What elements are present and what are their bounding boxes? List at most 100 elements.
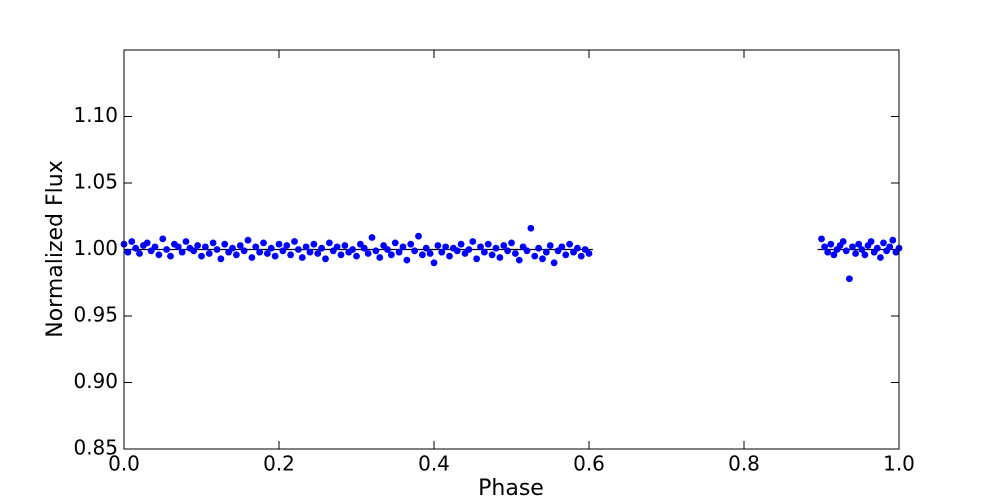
x-tick-label: 0.4: [418, 452, 450, 476]
x-axis-label: Phase: [478, 476, 544, 500]
data-point: [889, 236, 897, 244]
data-point: [821, 243, 828, 251]
data-point: [372, 247, 380, 255]
data-point: [858, 246, 866, 253]
data-point: [818, 235, 825, 243]
data-point: [182, 238, 190, 245]
data-point: [349, 246, 357, 253]
data-point: [477, 243, 484, 251]
data-point: [531, 252, 539, 260]
data-point: [430, 259, 438, 267]
data-point: [322, 255, 329, 263]
data-point: [411, 247, 419, 255]
data-point: [465, 246, 473, 253]
y-tick-label: 0.90: [73, 369, 118, 393]
data-point: [877, 254, 884, 261]
data-point: [508, 239, 515, 247]
x-tick-label: 1.0: [883, 452, 915, 476]
data-point: [566, 240, 574, 248]
data-point: [873, 244, 881, 252]
data-point: [128, 238, 136, 245]
data-point: [504, 247, 512, 255]
data-point: [217, 255, 225, 263]
data-point: [546, 242, 554, 249]
data-point: [469, 238, 477, 245]
data-point: [484, 240, 492, 248]
data-point: [364, 250, 372, 257]
data-point: [291, 238, 298, 245]
x-tick-label: 0.8: [728, 452, 760, 476]
data-point: [867, 238, 875, 245]
y-tick-label: 0.95: [73, 303, 118, 327]
data-point: [198, 252, 205, 260]
data-point: [283, 242, 291, 249]
data-point: [839, 238, 847, 245]
data-point: [221, 240, 229, 248]
data-point: [132, 244, 140, 252]
data-point: [287, 251, 295, 259]
data-point: [577, 252, 585, 260]
data-point: [240, 247, 248, 255]
data-point: [500, 242, 508, 249]
data-point: [391, 239, 399, 247]
data-point: [830, 251, 838, 259]
data-point: [163, 246, 171, 253]
data-point: [573, 244, 581, 252]
data-point: [232, 251, 240, 259]
data-point: [360, 244, 368, 252]
data-point: [178, 248, 186, 256]
y-tick-label: 1.05: [73, 170, 118, 194]
x-tick-label: 0.2: [263, 452, 295, 476]
data-point: [585, 250, 593, 257]
data-point: [248, 254, 256, 261]
data-point: [542, 248, 550, 256]
data-point: [190, 247, 198, 255]
data-point: [151, 243, 159, 251]
data-point: [267, 244, 275, 252]
data-point: [426, 250, 434, 257]
data-point: [535, 244, 543, 252]
data-point: [341, 242, 349, 249]
data-point: [136, 250, 143, 257]
data-point: [399, 243, 407, 251]
data-point: [213, 246, 221, 253]
data-point: [314, 250, 322, 257]
data-point: [846, 275, 853, 283]
data-point: [523, 247, 531, 255]
data-point: [407, 240, 415, 248]
data-point: [496, 254, 504, 261]
data-point: [562, 251, 570, 259]
data-point: [457, 240, 465, 248]
data-point: [511, 250, 519, 257]
data-point: [539, 255, 546, 263]
data-point: [492, 244, 500, 252]
data-point: [395, 248, 403, 256]
data-point: [236, 242, 244, 249]
data-point: [167, 252, 174, 260]
data-point: [480, 248, 488, 256]
data-point: [827, 240, 835, 248]
data-point: [434, 242, 442, 249]
data-point: [310, 240, 318, 248]
data-point: [271, 252, 279, 260]
data-point: [842, 247, 850, 255]
y-tick-label: 0.85: [73, 436, 118, 460]
data-point: [438, 248, 446, 256]
data-point: [515, 256, 523, 264]
data-point: [403, 256, 411, 264]
data-point: [550, 259, 558, 267]
data-point: [294, 246, 302, 253]
data-point: [318, 244, 326, 252]
data-point: [252, 243, 260, 251]
data-point: [453, 247, 461, 255]
data-point: [143, 239, 151, 247]
data-point: [880, 239, 887, 247]
data-point: [855, 240, 863, 248]
data-point: [275, 240, 283, 248]
x-tick-label: 0.6: [573, 452, 605, 476]
data-point: [353, 252, 360, 260]
data-point: [446, 252, 453, 260]
data-point: [263, 250, 271, 257]
data-point: [194, 242, 202, 249]
